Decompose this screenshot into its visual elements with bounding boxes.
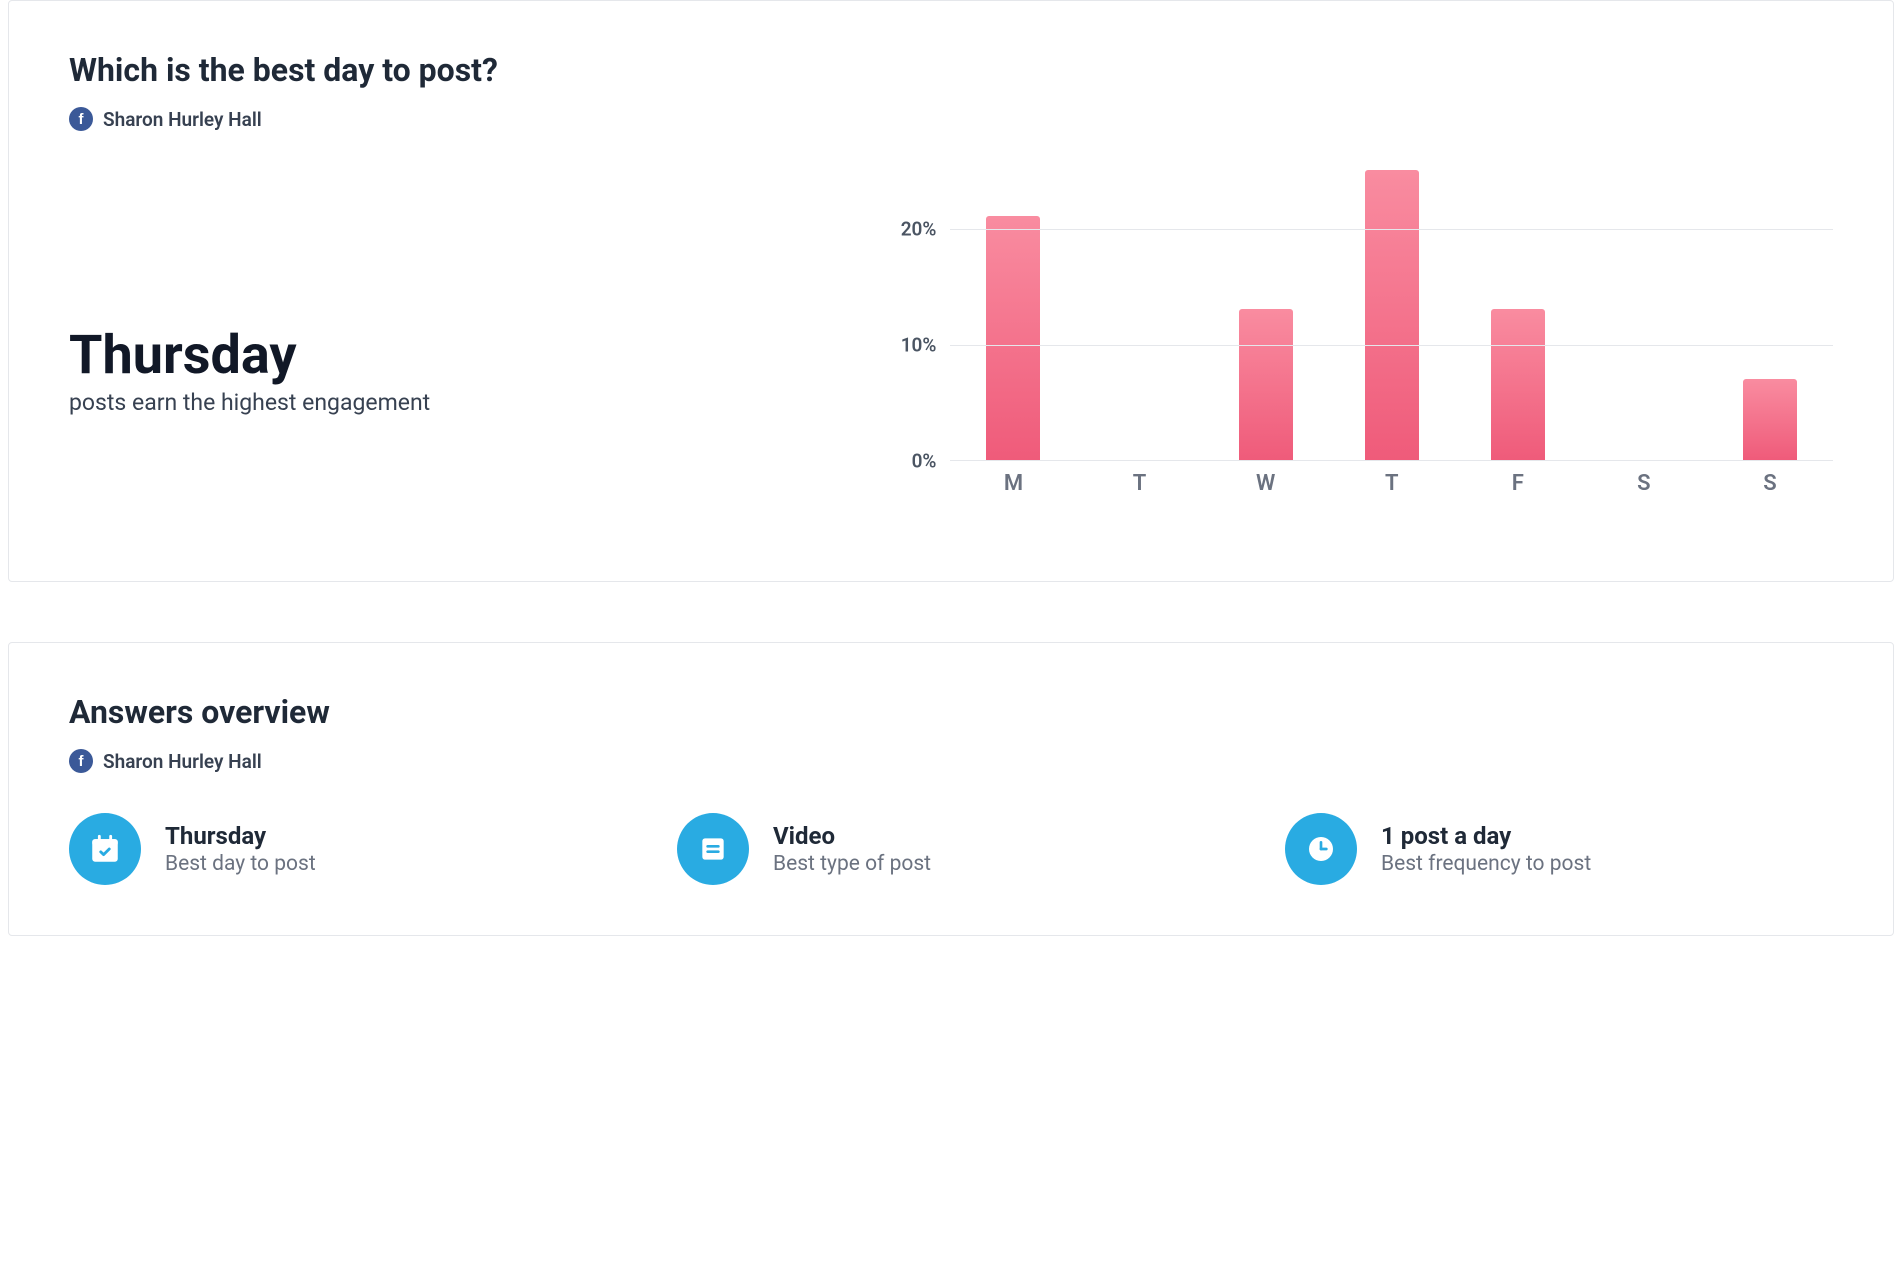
chart-bar-slot [1329,171,1455,460]
chart-bar-slot [1203,171,1329,460]
answer-text: ThursdayBest day to post [165,822,316,876]
profile-name: Sharon Hurley Hall [103,108,262,131]
chart-xtick-label: S [1707,471,1833,496]
chart-bar-slot [1077,171,1203,460]
answer-subtitle: Best day to post [165,852,316,876]
best-day-body: Thursday posts earn the highest engageme… [69,171,1833,531]
chart-bar [986,216,1040,460]
calendar-icon [69,813,141,885]
chart-bar [1239,309,1293,460]
answer-title: Thursday [165,822,316,850]
facebook-icon: f [69,107,93,131]
profile-name: Sharon Hurley Hall [103,750,262,773]
clock-icon [1285,813,1357,885]
answers-grid: ThursdayBest day to post VideoBest type o… [69,813,1833,885]
answer-text: VideoBest type of post [773,822,931,876]
answer-text: 1 post a dayBest frequency to post [1381,822,1591,876]
chart-xtick-label: M [950,471,1076,496]
chart-bars [950,171,1833,460]
chart-xtick-label: F [1455,471,1581,496]
profile-row: f Sharon Hurley Hall [69,107,1833,131]
chart-xtick-label: T [1329,471,1455,496]
answer-title: 1 post a day [1381,822,1591,850]
chart-xtick-label: S [1581,471,1707,496]
best-day-subtitle: posts earn the highest engagement [69,389,840,416]
facebook-icon: f [69,749,93,773]
chart-bar [1365,170,1419,460]
best-day-summary: Thursday posts earn the highest engageme… [69,171,880,531]
chart-bar-slot [1581,171,1707,460]
answer-subtitle: Best frequency to post [1381,852,1591,876]
best-day-card: Which is the best day to post? f Sharon … [8,0,1894,582]
chart-gridline [950,229,1833,230]
chart-ytick-label: 10% [901,334,937,357]
engagement-chart: 0%10%20% MTWTFSS [880,171,1833,531]
chart-xtick-label: T [1077,471,1203,496]
chart-bar [1743,379,1797,460]
chart-plot-area: 0%10%20% [950,171,1833,461]
profile-row: f Sharon Hurley Hall [69,749,1833,773]
chart-bar-slot [1707,171,1833,460]
chart-bar-slot [1455,171,1581,460]
chart-xtick-label: W [1203,471,1329,496]
chart-ytick-label: 0% [912,450,937,473]
chart-bar [1491,309,1545,460]
answers-overview-card: Answers overview f Sharon Hurley Hall Th… [8,642,1894,936]
answers-title: Answers overview [69,693,1833,731]
chart-bar-slot [950,171,1076,460]
post-icon [677,813,749,885]
chart-ytick-label: 20% [901,218,937,241]
answer-title: Video [773,822,931,850]
answer-subtitle: Best type of post [773,852,931,876]
best-day-title: Which is the best day to post? [69,51,1833,89]
answer-item: 1 post a dayBest frequency to post [1285,813,1833,885]
answer-item: VideoBest type of post [677,813,1225,885]
best-day-value: Thursday [69,326,840,385]
chart-gridline [950,345,1833,346]
answer-item: ThursdayBest day to post [69,813,617,885]
chart-x-labels: MTWTFSS [950,471,1833,496]
